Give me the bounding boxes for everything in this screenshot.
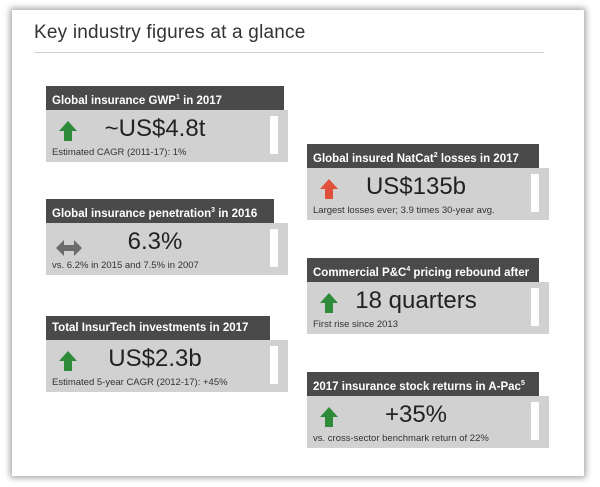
arrow-left-right-icon [56,240,82,256]
card-commercial-pc-pricing: Commercial P&C4 pricing rebound after 18… [307,258,549,334]
card-accent-bar [531,174,539,212]
card-note: Largest losses ever; 3.9 times 30-year a… [313,205,495,216]
card-insurance-penetration: Global insurance penetration3 in 2016 6.… [46,199,288,275]
card-header: 2017 insurance stock returns in A-Pac5 [307,372,539,396]
arrow-up-icon [320,293,338,313]
card-value: 18 quarters [355,287,477,314]
card-body: ~US$4.8t Estimated CAGR (2011-17): 1% [46,110,288,162]
card-value: +35% [384,401,448,428]
card-global-gwp: Global insurance GWP1 in 2017 ~US$4.8t E… [46,86,288,162]
arrow-up-icon [59,351,77,371]
page-title: Key industry figures at a glance [34,22,306,43]
arrow-up-icon [320,407,338,427]
card-header: Total InsurTech investments in 2017 [46,316,270,340]
card-insurtech-investments: Total InsurTech investments in 2017 US$2… [46,316,288,392]
card-accent-bar [270,229,278,267]
card-accent-bar [531,288,539,326]
card-note: vs. cross-sector benchmark return of 22% [313,433,489,444]
card-value: US$2.3b [108,345,202,372]
card-header: Global insured NatCat2 losses in 2017 [307,144,539,168]
title-divider [34,52,544,53]
card-note: vs. 6.2% in 2015 and 7.5% in 2007 [52,260,199,271]
card-note: Estimated 5-year CAGR (2012-17): +45% [52,377,228,388]
card-accent-bar [270,346,278,384]
card-accent-bar [531,402,539,440]
card-value: ~US$4.8t [104,115,206,142]
arrow-up-icon [320,179,338,199]
card-value: US$135b [365,173,467,200]
card-body: US$2.3b Estimated 5-year CAGR (2012-17):… [46,340,288,392]
card-body: +35% vs. cross-sector benchmark return o… [307,396,549,448]
card-value: 6.3% [127,228,183,255]
card-note: Estimated CAGR (2011-17): 1% [52,147,187,158]
card-header: Global insurance penetration3 in 2016 [46,199,274,223]
arrow-up-icon [59,121,77,141]
card-body: 6.3% vs. 6.2% in 2015 and 7.5% in 2007 [46,223,288,275]
card-body: US$135b Largest losses ever; 3.9 times 3… [307,168,549,220]
card-note: First rise since 2013 [313,319,399,330]
card-body: 18 quarters First rise since 2013 [307,282,549,334]
card-natcat-losses: Global insured NatCat2 losses in 2017 US… [307,144,549,220]
card-header: Commercial P&C4 pricing rebound after [307,258,539,282]
card-apac-stock-returns: 2017 insurance stock returns in A-Pac5 +… [307,372,549,448]
card-header: Global insurance GWP1 in 2017 [46,86,284,110]
card-accent-bar [270,116,278,154]
